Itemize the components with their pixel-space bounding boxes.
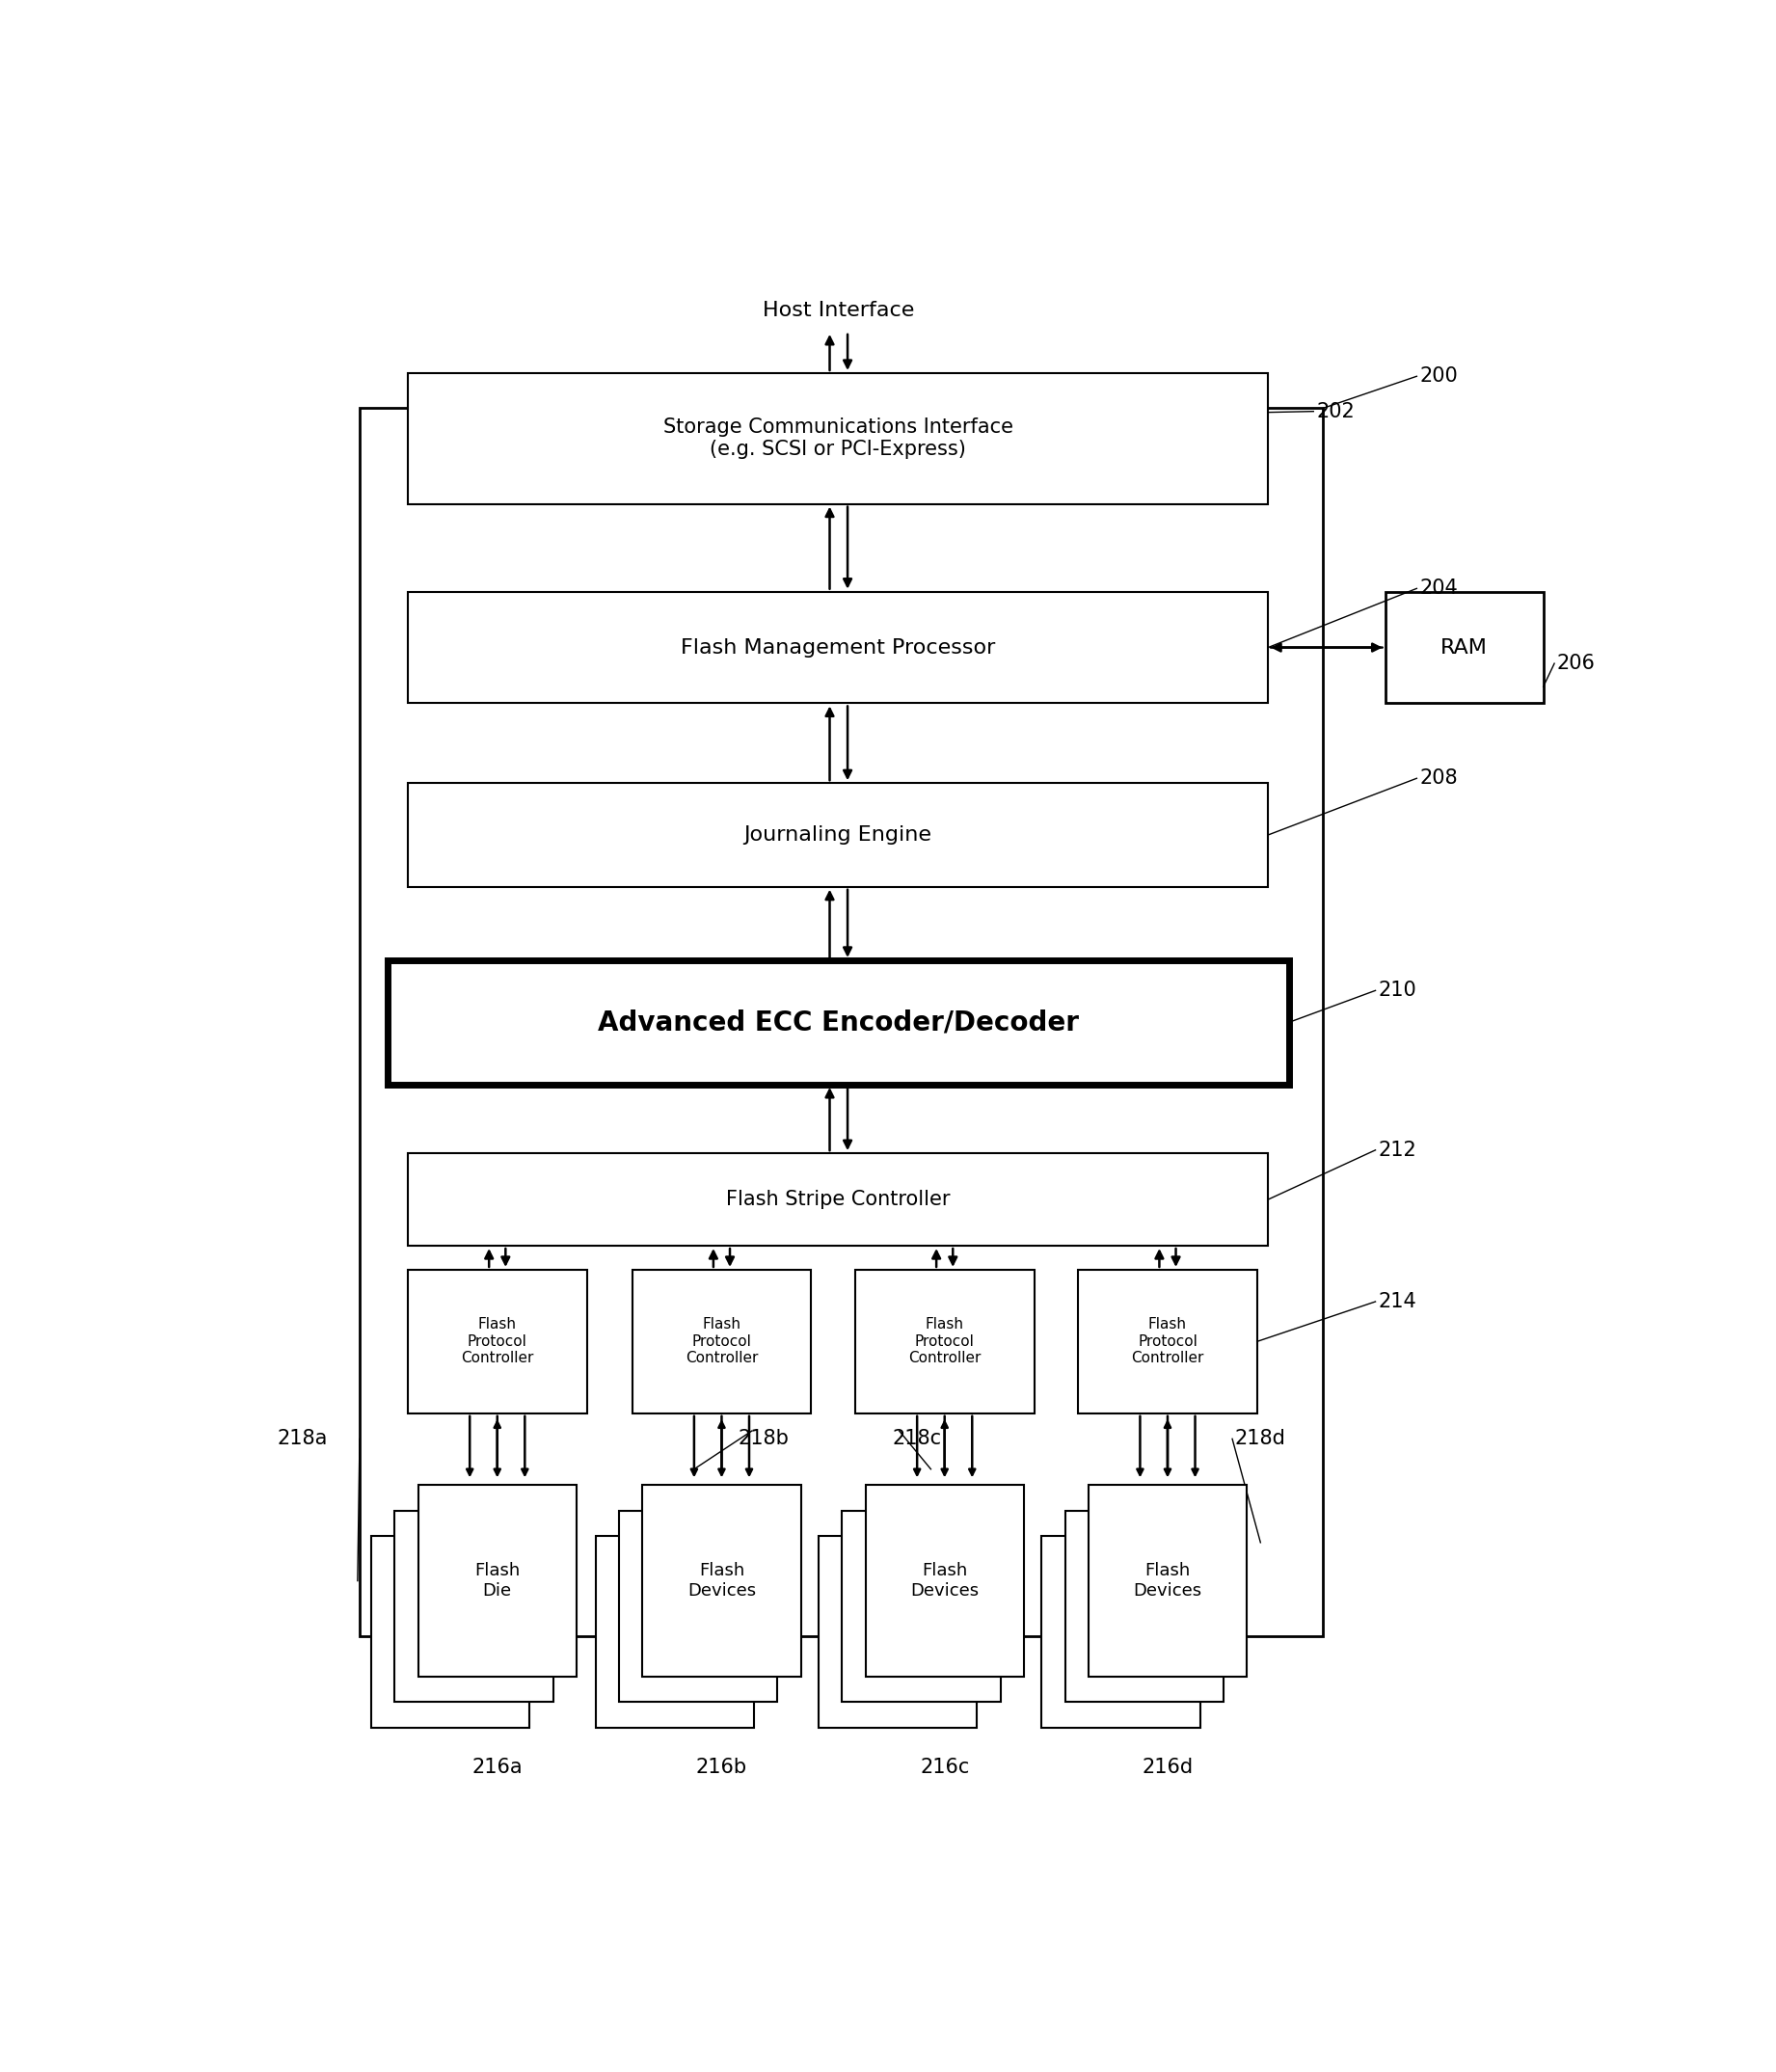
Text: 216a: 216a	[472, 1757, 522, 1778]
Bar	[1078, 1270, 1257, 1413]
Text: RAM: RAM	[1440, 638, 1488, 657]
Text: 216b: 216b	[696, 1757, 748, 1778]
Bar	[595, 1535, 755, 1728]
Text: Storage Communications Interface
(e.g. SCSI or PCI-Express): Storage Communications Interface (e.g. S…	[662, 419, 1012, 460]
Text: 218b: 218b	[739, 1430, 789, 1448]
Text: 216d: 216d	[1142, 1757, 1193, 1778]
Bar	[359, 408, 1323, 1637]
Bar	[371, 1535, 529, 1728]
Text: Flash
Die: Flash Die	[474, 1562, 520, 1600]
Bar	[632, 1270, 812, 1413]
Text: 216c: 216c	[920, 1757, 970, 1778]
Bar	[1043, 1535, 1201, 1728]
Bar	[1066, 1510, 1224, 1701]
Text: Flash Management Processor: Flash Management Processor	[680, 638, 995, 657]
Bar	[387, 959, 1289, 1084]
Text: Flash
Devices: Flash Devices	[687, 1562, 757, 1600]
Text: 208: 208	[1419, 769, 1458, 787]
Bar	[394, 1510, 552, 1701]
Bar	[1385, 593, 1543, 702]
Bar	[417, 1486, 577, 1676]
Text: 200: 200	[1419, 367, 1458, 385]
Bar	[856, 1270, 1034, 1413]
Bar	[865, 1486, 1023, 1676]
Bar	[620, 1510, 778, 1701]
Text: 218d: 218d	[1234, 1430, 1286, 1448]
Text: Flash Stripe Controller: Flash Stripe Controller	[726, 1189, 950, 1210]
Text: 218a: 218a	[277, 1430, 327, 1448]
Text: 204: 204	[1419, 578, 1458, 599]
Text: 206: 206	[1558, 655, 1595, 673]
Bar	[408, 1270, 586, 1413]
Text: 214: 214	[1378, 1293, 1417, 1312]
Text: 202: 202	[1316, 402, 1355, 421]
Bar	[842, 1510, 1000, 1701]
Text: 212: 212	[1378, 1140, 1417, 1160]
Text: Flash
Protocol
Controller: Flash Protocol Controller	[462, 1318, 533, 1365]
Bar	[408, 783, 1268, 887]
Text: Host Interface: Host Interface	[762, 300, 915, 321]
Text: Flash
Devices: Flash Devices	[911, 1562, 979, 1600]
Bar	[1089, 1486, 1247, 1676]
Text: Advanced ECC Encoder/Decoder: Advanced ECC Encoder/Decoder	[597, 1009, 1078, 1036]
Text: Flash
Protocol
Controller: Flash Protocol Controller	[1131, 1318, 1204, 1365]
Bar	[643, 1486, 801, 1676]
Text: Flash
Protocol
Controller: Flash Protocol Controller	[908, 1318, 980, 1365]
Bar	[408, 1154, 1268, 1245]
Text: Flash
Protocol
Controller: Flash Protocol Controller	[686, 1318, 758, 1365]
Text: 210: 210	[1378, 980, 1417, 1001]
Bar	[408, 593, 1268, 702]
Text: Journaling Engine: Journaling Engine	[744, 825, 932, 845]
Text: 218c: 218c	[892, 1430, 941, 1448]
Bar	[819, 1535, 977, 1728]
Text: Flash
Devices: Flash Devices	[1133, 1562, 1202, 1600]
Bar	[408, 373, 1268, 503]
